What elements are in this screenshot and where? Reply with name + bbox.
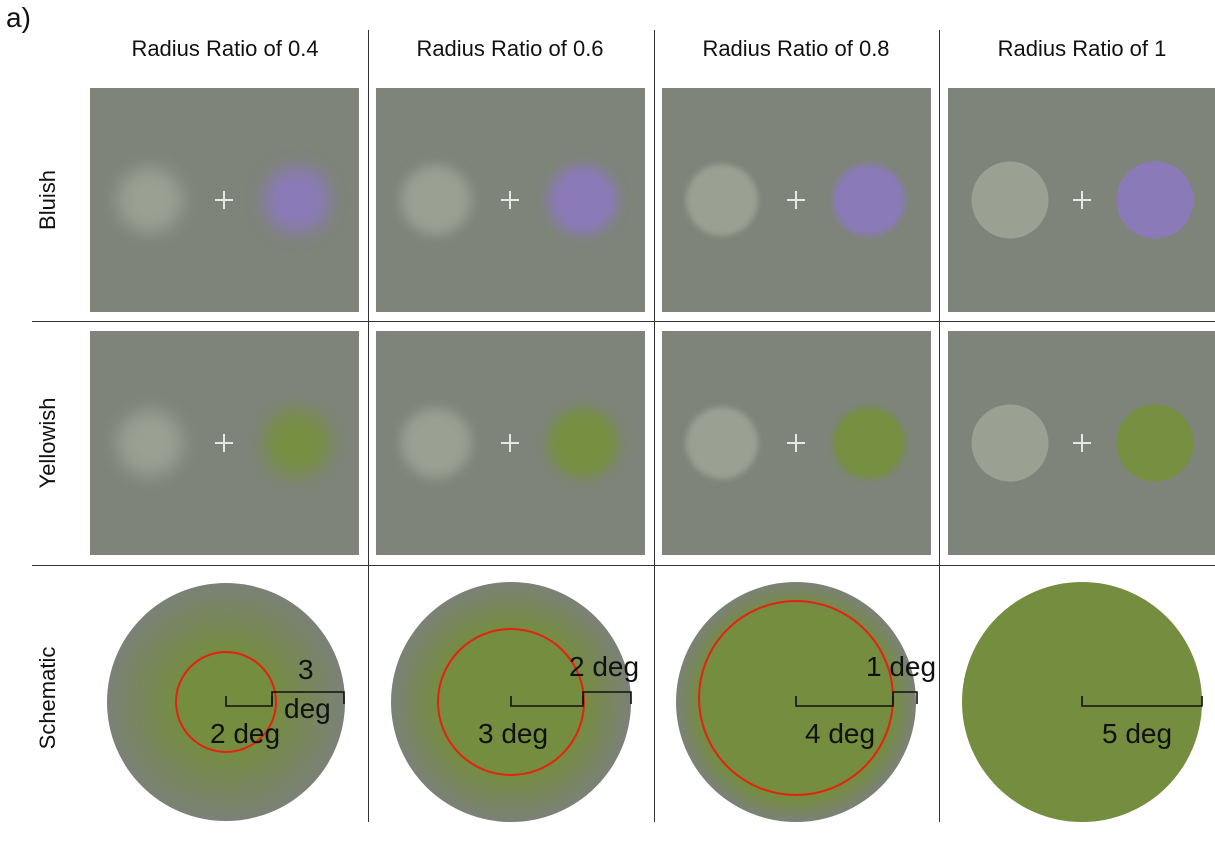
panel-label: a) (6, 2, 31, 33)
bluish-disc (264, 167, 330, 233)
inner-radius-label: 4 deg (805, 718, 875, 749)
fixation-cross-icon (215, 434, 233, 452)
grid-line-vertical-2 (654, 30, 655, 822)
inner-radius-label: 5 deg (1102, 718, 1172, 749)
yellowish-disc (833, 407, 905, 479)
fixation-cross-icon (501, 191, 519, 209)
column-title-0.6: Radius Ratio of 0.6 (416, 36, 604, 61)
neutral-disc (401, 408, 471, 478)
column-title-0.8: Radius Ratio of 0.8 (702, 36, 890, 61)
schematic-0.6: 3 deg 2 deg (391, 582, 639, 822)
bluish-disc (548, 165, 618, 235)
inner-radius-circle (175, 651, 277, 753)
stimulus-yellowish-0.4 (90, 331, 359, 555)
neutral-disc (117, 167, 183, 233)
inner-radius-bracket (1081, 696, 1203, 707)
yellowish-disc (1116, 404, 1194, 482)
fixation-cross-icon (787, 434, 805, 452)
bluish-disc (833, 164, 905, 236)
outer-radius-bracket (271, 691, 345, 704)
fixation-cross-icon (787, 191, 805, 209)
stimulus-bluish-0.6 (376, 88, 645, 312)
column-title-0.4: Radius Ratio of 0.4 (131, 36, 319, 61)
outer-radius-label: 3 (298, 654, 314, 685)
grid-line-vertical-3 (939, 30, 940, 822)
schematic-0.8: 4 deg 1 deg (676, 582, 936, 822)
outer-radius-bracket (582, 691, 632, 704)
yellowish-disc (264, 410, 330, 476)
grid-line-horizontal-1 (32, 321, 1215, 322)
grid-line-horizontal-2 (32, 565, 1215, 566)
inner-radius-circle (437, 628, 585, 776)
outer-radius-label-unit: deg (284, 693, 331, 724)
column-title-1: Radius Ratio of 1 (997, 36, 1167, 61)
outer-radius-label: 1 deg (866, 651, 936, 682)
neutral-disc (401, 165, 471, 235)
yellowish-disc (548, 408, 618, 478)
neutral-disc (971, 161, 1049, 239)
outer-radius-bracket (892, 691, 918, 704)
stimulus-yellowish-0.6 (376, 331, 645, 555)
grid-line-vertical-1 (368, 30, 369, 822)
fixation-cross-icon (1073, 434, 1091, 452)
bluish-disc (1116, 161, 1194, 239)
neutral-disc (117, 410, 183, 476)
stimulus-yellowish-0.8 (662, 331, 931, 555)
fixation-cross-icon (501, 434, 519, 452)
neutral-disc (686, 164, 758, 236)
outer-radius-label: 2 deg (569, 651, 639, 682)
inner-radius-label: 3 deg (478, 718, 548, 749)
neutral-disc (686, 407, 758, 479)
fixation-cross-icon (215, 191, 233, 209)
fixation-cross-icon (1073, 191, 1091, 209)
schematic-1: 5 deg (962, 582, 1203, 822)
stimulus-yellowish-1 (948, 331, 1215, 555)
stimulus-bluish-0.4 (90, 88, 359, 312)
stimulus-bluish-1 (948, 88, 1215, 312)
inner-radius-label: 2 deg (210, 718, 280, 749)
stimulus-bluish-0.8 (662, 88, 931, 312)
schematic-0.4: 2 deg 3 deg (107, 583, 345, 821)
neutral-disc (971, 404, 1049, 482)
